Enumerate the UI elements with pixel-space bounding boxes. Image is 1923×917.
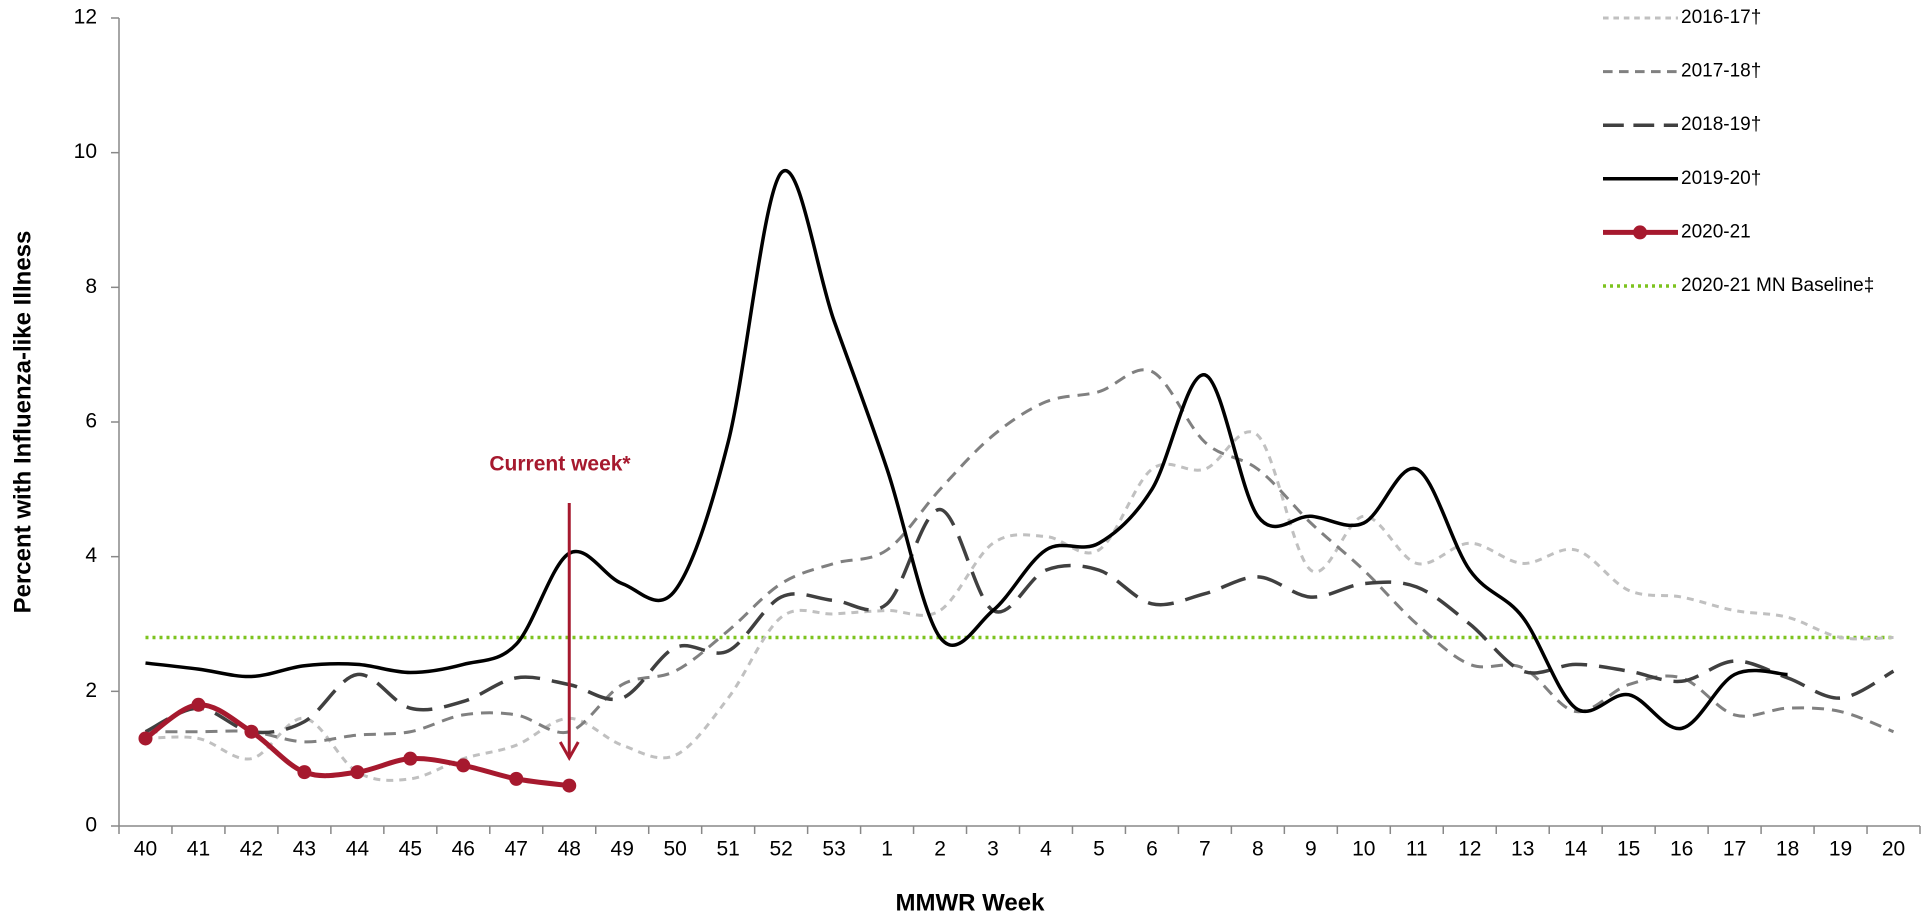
x-tick-label: 19 [1829, 838, 1852, 861]
marker [509, 771, 524, 786]
marker [403, 751, 418, 766]
x-tick-label: 18 [1776, 838, 1799, 861]
series-line [145, 430, 1894, 782]
x-tick-label: 4 [1040, 838, 1052, 861]
x-tick-label: 13 [1511, 838, 1534, 861]
x-tick-label: 9 [1305, 838, 1317, 861]
y-tick-label: 10 [74, 140, 97, 163]
y-tick-label: 8 [85, 275, 97, 298]
legend-label: 2020-21 MN Baseline‡ [1681, 275, 1874, 296]
x-tick-label: 51 [716, 838, 739, 861]
x-tick-label: 11 [1406, 838, 1428, 861]
marker [350, 765, 365, 780]
y-tick-label: 6 [85, 410, 97, 433]
marker [456, 758, 471, 773]
marker [191, 697, 206, 712]
x-tick-label: 14 [1564, 838, 1588, 861]
x-tick-label: 8 [1252, 838, 1264, 861]
x-tick-label: 41 [187, 838, 210, 861]
legend-label: 2020-21 [1681, 221, 1751, 242]
marker [297, 765, 312, 780]
x-tick-label: 1 [881, 838, 893, 861]
series-line [145, 168, 1788, 731]
legend-label: 2018-19† [1681, 114, 1761, 135]
x-tick-label: 12 [1458, 838, 1481, 861]
x-tick-label: 50 [664, 838, 687, 861]
series-line [145, 368, 1895, 744]
x-axis-title: MMWR Week [896, 889, 1046, 916]
x-tick-label: 40 [134, 838, 157, 861]
arrow-head [558, 741, 580, 762]
y-tick-label: 4 [85, 544, 97, 567]
y-tick-label: 0 [85, 814, 97, 837]
x-tick-label: 6 [1146, 838, 1158, 861]
legend-label: 2016-17† [1681, 7, 1761, 28]
y-tick-label: 2 [85, 679, 97, 702]
x-tick-label: 10 [1352, 838, 1375, 861]
x-tick-label: 43 [293, 838, 316, 861]
x-tick-label: 3 [987, 838, 999, 861]
x-tick-label: 17 [1723, 838, 1746, 861]
marker [562, 778, 577, 793]
y-tick-label: 12 [74, 6, 97, 29]
x-tick-label: 20 [1882, 838, 1905, 861]
x-tick-label: 48 [558, 838, 581, 861]
series-line [144, 507, 1895, 735]
x-tick-label: 15 [1617, 838, 1640, 861]
x-tick-label: 2 [934, 838, 946, 861]
x-tick-label: 5 [1093, 838, 1105, 861]
legend-label: 2019-20† [1681, 168, 1761, 189]
x-tick-label: 53 [822, 838, 845, 861]
x-tick-label: 47 [505, 838, 528, 861]
marker [244, 724, 259, 739]
x-tick-label: 16 [1670, 838, 1693, 861]
x-tick-label: 45 [399, 838, 422, 861]
y-axis-title: Percent with Influenza-like Illness [9, 231, 36, 614]
x-tick-label: 42 [240, 838, 263, 861]
x-tick-label: 52 [769, 838, 792, 861]
x-tick-label: 46 [452, 838, 475, 861]
marker [138, 731, 153, 746]
annotation: Current week* [489, 453, 631, 476]
x-tick-label: 49 [611, 838, 634, 861]
x-tick-label: 44 [346, 838, 370, 861]
legend-label: 2017-18† [1681, 61, 1761, 82]
x-tick-label: 7 [1199, 838, 1211, 861]
legend-marker [1633, 225, 1647, 240]
